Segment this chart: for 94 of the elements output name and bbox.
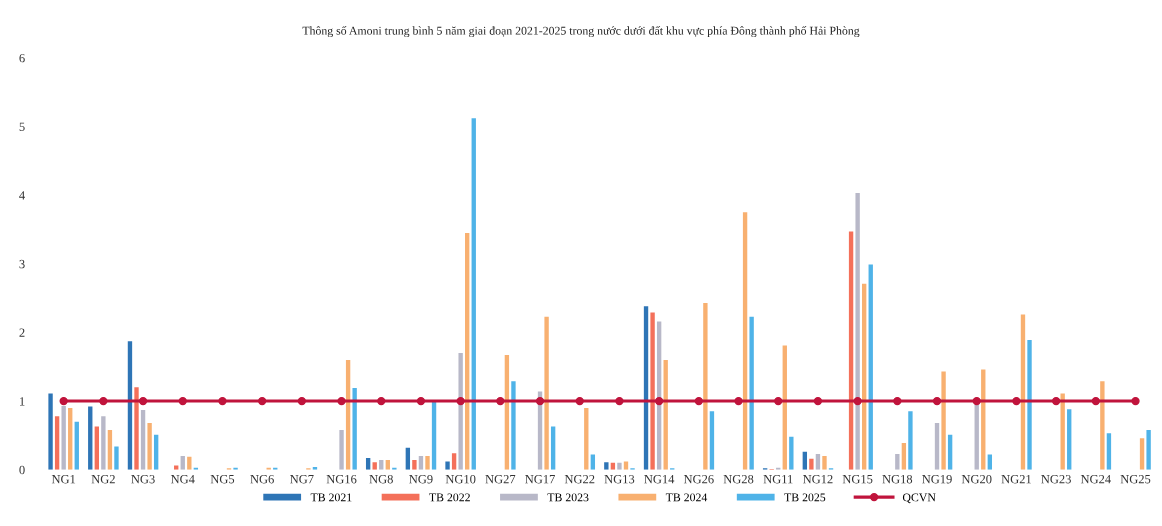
y-tick-label: 6 [19, 53, 25, 63]
bar [544, 316, 549, 470]
x-tick-label: NG25 [1120, 474, 1151, 484]
x-tick-label: NG5 [210, 474, 235, 484]
bar [650, 312, 655, 470]
bar [941, 371, 946, 470]
bar [471, 118, 476, 470]
x-tick-label: NG17 [525, 474, 555, 484]
bar [974, 404, 979, 470]
x-tick-label: NG1 [51, 474, 76, 484]
bar [868, 264, 873, 470]
y-tick-label: 2 [19, 328, 25, 337]
bar [822, 455, 827, 470]
bar [339, 429, 344, 470]
legend-label: QCVN [902, 493, 936, 504]
bar [412, 460, 417, 470]
bar [617, 462, 622, 470]
bar [54, 416, 60, 470]
x-tick-label: NG11 [763, 474, 793, 484]
bar [147, 423, 152, 470]
x-tick-label: NG24 [1080, 474, 1111, 484]
y-tick-label: 0 [19, 465, 25, 475]
x-tick-label: NG22 [564, 474, 595, 484]
bar [1146, 429, 1151, 470]
x-tick-label: NG16 [326, 474, 357, 484]
bar [114, 446, 119, 470]
bar [908, 411, 913, 470]
x-tick-label: NG27 [485, 474, 516, 484]
bar [101, 416, 106, 470]
y-tick-label: 5 [19, 122, 25, 131]
bar [1100, 381, 1105, 470]
bar [107, 429, 113, 470]
legend-label: TB 2025 [784, 493, 826, 502]
bar [140, 410, 146, 470]
bar [61, 405, 66, 470]
bar [445, 461, 450, 470]
legend-label: TB 2023 [547, 493, 589, 502]
bar [465, 232, 470, 470]
bar [604, 462, 609, 470]
x-tick-label: NG15 [842, 474, 873, 484]
x-tick-label: NG7 [290, 474, 314, 484]
bar [88, 406, 93, 470]
bar [584, 407, 589, 470]
x-tick-label: NG21 [1001, 474, 1031, 484]
x-tick-label: NG20 [961, 474, 992, 484]
x-tick-label: NG12 [803, 474, 833, 484]
x-tick-label: NG28 [723, 474, 754, 484]
x-tick-label: NG23 [1041, 474, 1071, 484]
bar [703, 302, 708, 470]
x-tick-label: NG18 [882, 474, 913, 484]
y-tick-label: 3 [19, 259, 25, 269]
bar [789, 436, 794, 470]
bar [68, 407, 73, 470]
x-tick-label: NG9 [409, 474, 433, 484]
x-tick-label: NG19 [922, 474, 952, 484]
bar [855, 193, 860, 470]
bar [862, 283, 867, 470]
legend-label: TB 2024 [665, 493, 708, 502]
bar [749, 316, 754, 470]
x-tick-label: NG4 [170, 474, 195, 484]
bar [134, 387, 139, 470]
bar [809, 458, 814, 470]
bar [1067, 409, 1072, 470]
bar [550, 426, 556, 470]
chart-title: Thông số Amoni trung bình 5 năm giai đoạn 2021-2025 trong nước dưới đất khu vực phía Đông thành phố Hải Phòng [302, 26, 860, 38]
bar [1106, 433, 1112, 470]
y-tick-label: 1 [20, 397, 25, 406]
y-tick-label: 4 [19, 191, 25, 200]
bar [352, 388, 357, 470]
x-tick-label: NG3 [131, 474, 155, 484]
bar [934, 423, 940, 470]
bar [94, 426, 99, 470]
legend-label: TB 2022 [429, 493, 470, 502]
x-tick-label: NG8 [369, 474, 393, 484]
bar [709, 411, 715, 470]
x-tick-label: NG14 [644, 474, 675, 484]
bar [1139, 438, 1145, 470]
bar [848, 231, 854, 470]
bar [1060, 393, 1065, 470]
bar [511, 381, 516, 470]
bar [742, 212, 748, 470]
bar [1027, 339, 1032, 470]
x-tick-label: NG6 [250, 474, 274, 484]
legend-label: TB 2021 [310, 493, 352, 502]
bar [458, 353, 463, 470]
x-tick-label: NG13 [604, 474, 635, 484]
bar [425, 455, 430, 470]
bar [895, 453, 900, 470]
bar [643, 306, 649, 470]
x-tick-label: NG26 [683, 474, 714, 484]
bar [74, 421, 79, 470]
x-tick-label: NG10 [445, 474, 476, 484]
x-tick-label: NG2 [91, 474, 115, 484]
bar [48, 393, 53, 470]
